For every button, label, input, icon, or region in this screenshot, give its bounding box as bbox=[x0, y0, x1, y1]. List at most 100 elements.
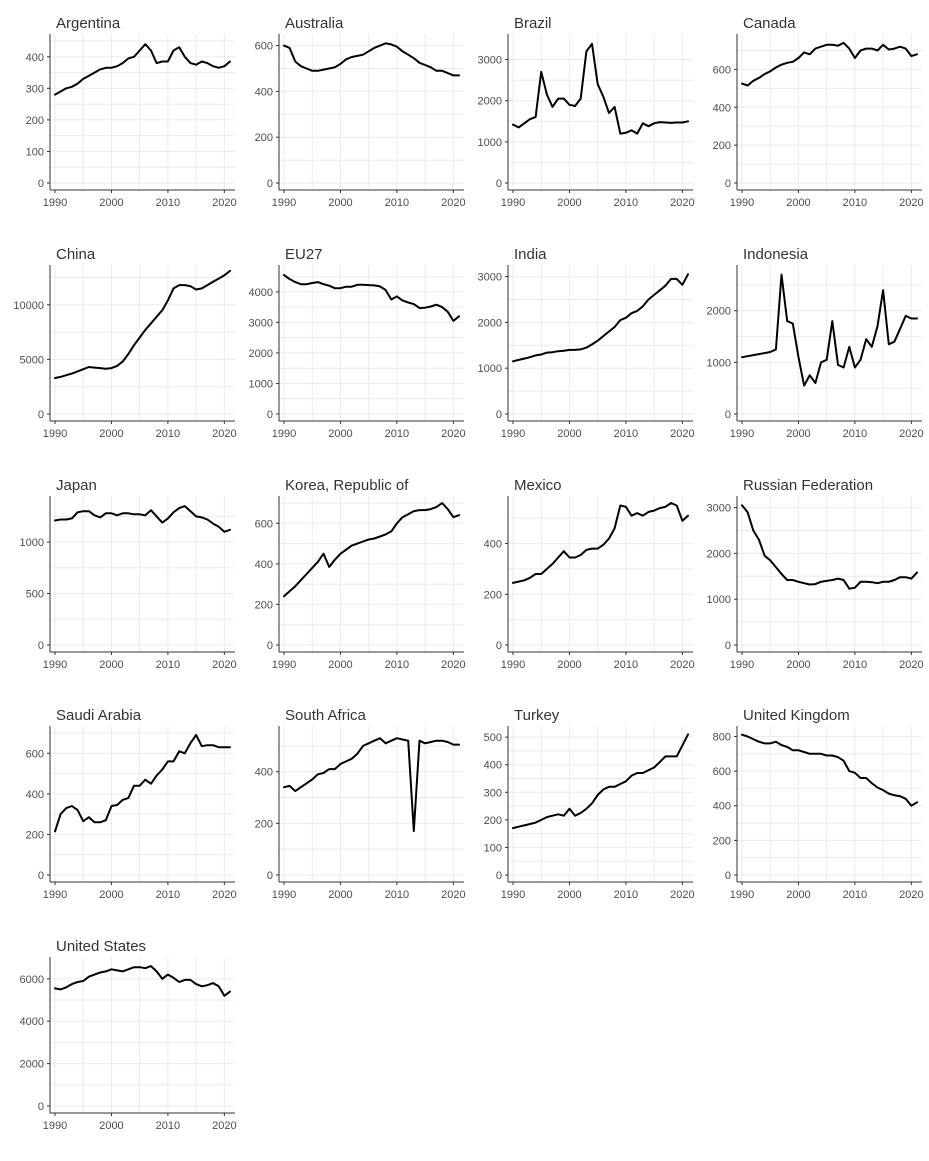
y-tick-label: 0 bbox=[38, 409, 44, 421]
x-tick-label: 2020 bbox=[899, 889, 923, 901]
x-tick-label: 1990 bbox=[730, 659, 754, 671]
y-tick-label: 400 bbox=[255, 767, 273, 779]
y-tick-label: 200 bbox=[26, 115, 44, 127]
y-tick-label: 200 bbox=[713, 140, 731, 152]
y-tick-label: 200 bbox=[255, 599, 273, 611]
panel-south-africa: South Africa 0 200 400 1990 2000 2010 2020 bbox=[255, 707, 466, 901]
x-tick-label: 2010 bbox=[385, 659, 409, 671]
panel-title: Japan bbox=[56, 477, 97, 494]
panel-mexico: Mexico 0 200 400 1990 2000 2010 2020 bbox=[484, 477, 695, 671]
panel-india: India 0 1000 2000 3000 1990 2000 2010 2020 bbox=[478, 246, 695, 440]
x-tick-label: 2020 bbox=[899, 197, 923, 209]
y-tick-label: 1000 bbox=[249, 378, 273, 390]
y-tick-label: 400 bbox=[26, 789, 44, 801]
panel-title: Argentina bbox=[56, 15, 121, 32]
y-tick-label: 400 bbox=[484, 760, 502, 772]
y-tick-label: 400 bbox=[713, 801, 731, 813]
x-tick-label: 2010 bbox=[614, 428, 638, 440]
series-line-china bbox=[54, 269, 231, 379]
panel-title: Australia bbox=[285, 15, 344, 32]
panel-saudi-arabia: Saudi Arabia 0 200 400 600 1990 2000 2010 2020 bbox=[26, 707, 237, 901]
y-tick-label: 200 bbox=[255, 818, 273, 830]
y-tick-label: 500 bbox=[484, 732, 502, 744]
x-tick-label: 1990 bbox=[272, 889, 296, 901]
x-tick-label: 2000 bbox=[328, 428, 352, 440]
x-tick-label: 2020 bbox=[441, 428, 465, 440]
y-tick-label: 500 bbox=[26, 589, 44, 601]
x-tick-label: 2010 bbox=[843, 428, 867, 440]
y-tick-label: 600 bbox=[713, 64, 731, 76]
x-tick-label: 2020 bbox=[670, 428, 694, 440]
y-tick-label: 0 bbox=[496, 870, 502, 882]
y-tick-label: 200 bbox=[484, 815, 502, 827]
y-tick-label: 800 bbox=[713, 731, 731, 743]
series-line-south-africa bbox=[283, 737, 460, 833]
series-line-saudi-arabia bbox=[54, 734, 231, 833]
x-tick-label: 2010 bbox=[614, 197, 638, 209]
y-tick-label: 600 bbox=[255, 41, 273, 53]
panel-united-states: United States 0 2000 4000 6000 1990 2000 2010 20… bbox=[20, 938, 237, 1132]
panel-australia: Australia 0 200 400 600 1990 2000 2010 2020 bbox=[255, 15, 466, 209]
y-tick-label: 3000 bbox=[478, 55, 502, 67]
panel-indonesia: Indonesia 0 1000 2000 1990 2000 2010 2020 bbox=[707, 246, 924, 440]
y-tick-label: 0 bbox=[267, 640, 273, 652]
y-tick-label: 400 bbox=[713, 102, 731, 114]
x-tick-label: 2020 bbox=[670, 659, 694, 671]
x-tick-label: 2010 bbox=[614, 889, 638, 901]
x-tick-label: 2020 bbox=[899, 428, 923, 440]
series-line-australia bbox=[283, 42, 460, 77]
x-tick-label: 2020 bbox=[212, 197, 236, 209]
panel-title: EU27 bbox=[285, 246, 323, 263]
x-tick-label: 2010 bbox=[614, 659, 638, 671]
y-tick-label: 400 bbox=[484, 539, 502, 551]
x-tick-label: 1990 bbox=[501, 428, 525, 440]
x-tick-label: 1990 bbox=[730, 889, 754, 901]
x-tick-label: 2000 bbox=[99, 197, 123, 209]
y-tick-label: 400 bbox=[26, 52, 44, 64]
x-tick-label: 2000 bbox=[557, 428, 581, 440]
x-tick-label: 2010 bbox=[156, 428, 180, 440]
x-tick-label: 2000 bbox=[99, 428, 123, 440]
y-tick-label: 1000 bbox=[707, 594, 731, 606]
y-tick-label: 200 bbox=[26, 829, 44, 841]
y-tick-label: 0 bbox=[267, 409, 273, 421]
y-tick-label: 2000 bbox=[249, 348, 273, 360]
y-tick-label: 2000 bbox=[707, 548, 731, 560]
series-line-turkey bbox=[512, 733, 689, 830]
y-tick-label: 0 bbox=[496, 640, 502, 652]
y-tick-label: 1000 bbox=[478, 363, 502, 375]
x-tick-label: 2020 bbox=[441, 889, 465, 901]
panel-title: Korea, Republic of bbox=[285, 477, 409, 494]
y-tick-label: 300 bbox=[484, 787, 502, 799]
panel-title: China bbox=[56, 246, 96, 263]
series-line-brazil bbox=[512, 42, 689, 135]
y-tick-label: 5000 bbox=[20, 354, 44, 366]
panel-russian-federation: Russian Federation 0 1000 2000 3000 1990 2000 2… bbox=[707, 477, 924, 671]
y-tick-label: 600 bbox=[713, 766, 731, 778]
series-line-eu27 bbox=[283, 274, 460, 322]
x-tick-label: 2020 bbox=[212, 889, 236, 901]
panel-title: Canada bbox=[743, 15, 796, 32]
y-tick-label: 10000 bbox=[13, 300, 44, 312]
x-tick-label: 2010 bbox=[156, 659, 180, 671]
y-tick-label: 2000 bbox=[478, 317, 502, 329]
x-tick-label: 2000 bbox=[557, 889, 581, 901]
x-tick-label: 1990 bbox=[43, 889, 67, 901]
x-tick-label: 2000 bbox=[99, 659, 123, 671]
y-tick-label: 100 bbox=[484, 842, 502, 854]
y-tick-label: 2000 bbox=[707, 306, 731, 318]
series-line-india bbox=[512, 273, 689, 363]
x-tick-label: 1990 bbox=[43, 428, 67, 440]
x-tick-label: 1990 bbox=[501, 659, 525, 671]
x-tick-label: 1990 bbox=[501, 889, 525, 901]
x-tick-label: 2000 bbox=[786, 428, 810, 440]
panel-turkey: Turkey 0 100 200 300 400 500 1990 2000 2010 2020 bbox=[484, 707, 695, 901]
x-tick-label: 2000 bbox=[328, 889, 352, 901]
panel-title: Saudi Arabia bbox=[56, 707, 142, 724]
y-tick-label: 3000 bbox=[707, 503, 731, 515]
x-tick-label: 1990 bbox=[272, 659, 296, 671]
panel-title: Russian Federation bbox=[743, 477, 873, 494]
y-tick-label: 4000 bbox=[249, 287, 273, 299]
y-tick-label: 0 bbox=[496, 178, 502, 190]
panel-title: Turkey bbox=[514, 707, 560, 724]
